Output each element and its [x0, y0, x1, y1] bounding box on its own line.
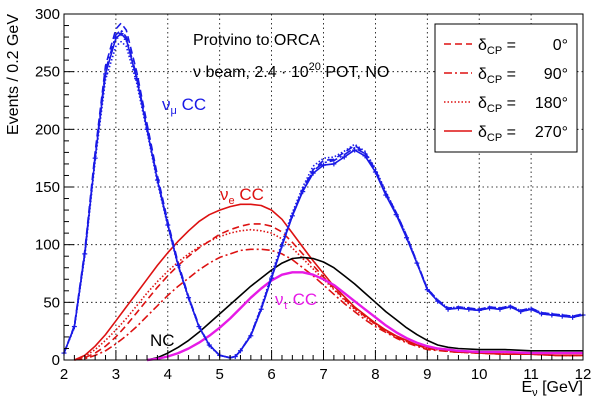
series-line-nc — [146, 256, 583, 361]
x-tick-label: 9 — [423, 366, 431, 383]
series-layer — [61, 22, 586, 362]
legend-value: 0° — [553, 37, 568, 54]
x-tick-label: 7 — [319, 366, 327, 383]
series-line-nue-90deg — [74, 248, 583, 361]
x-axis-title: Eν [GeV] — [521, 379, 583, 399]
legend-entry: δCP = — [478, 37, 516, 57]
labels: Eν [GeV] Events / 0.2 GeV Protvino to ORCA… — [5, 14, 583, 399]
group-label-nc: NC — [150, 331, 175, 350]
series-line-nutau — [146, 271, 583, 362]
x-tick-label: 12 — [575, 366, 592, 383]
y-tick-label: 50 — [43, 294, 60, 311]
legend-value: 270° — [535, 124, 568, 141]
annotation-beam: ν beam, 2.4 · 1020 POT, NO — [193, 61, 389, 81]
y-tick-label: 0 — [52, 352, 60, 369]
y-tick-label: 150 — [35, 179, 60, 196]
legend-entry: δCP = — [478, 66, 516, 86]
y-tick-label: 200 — [35, 121, 60, 138]
series-line-nue-270deg — [74, 203, 583, 361]
y-tick-label: 300 — [35, 6, 60, 23]
legend-value: 180° — [535, 95, 568, 112]
legend-entry: δCP = — [478, 95, 516, 115]
y-tick-label: 100 — [35, 237, 60, 254]
x-tick-label: 8 — [371, 366, 379, 383]
group-label-nutau: ντ CC — [275, 290, 317, 312]
x-tick-label: 4 — [164, 366, 172, 383]
x-tick-label: 2 — [60, 366, 68, 383]
legend-value: 90° — [544, 66, 568, 83]
legend-entry: δCP = — [478, 124, 516, 144]
x-tick-label: 10 — [471, 366, 488, 383]
group-label-numu: νμ CC — [162, 95, 206, 117]
x-tick-label: 11 — [523, 366, 539, 383]
x-tick-label: 5 — [216, 366, 224, 383]
series-line-numu-0deg — [63, 22, 584, 359]
annotation-title: Protvino to ORCA — [193, 32, 320, 49]
y-tick-label: 250 — [35, 64, 60, 81]
legend: δCP = 0° δCP = 90° δCP = 180° δCP = 270° — [434, 23, 578, 153]
group-label-nue: νe CC — [220, 185, 264, 207]
axes: 2 3 4 5 6 7 8 9 10 11 12 0 50 100 150 200 250 300 — [35, 6, 591, 383]
y-axis-title: Events / 0.2 GeV — [5, 14, 22, 135]
x-tick-label: 3 — [112, 366, 120, 383]
x-tick-label: 6 — [267, 366, 275, 383]
